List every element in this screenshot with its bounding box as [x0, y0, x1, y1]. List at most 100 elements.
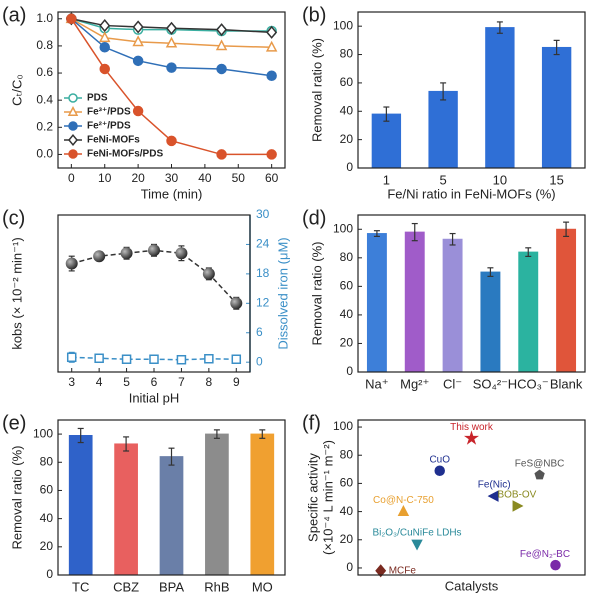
series-line: [71, 18, 272, 34]
marker: [512, 500, 524, 512]
marker: [375, 564, 387, 578]
marker: [265, 40, 278, 52]
y-axis-label: Cₜ/C₀: [9, 74, 24, 106]
marker: [216, 23, 228, 37]
x-tick-label: TC: [72, 579, 89, 594]
y2-tick-label: 6: [256, 325, 263, 339]
bar: [480, 271, 501, 373]
y-tick-label: 0: [346, 364, 353, 378]
x-tick-label: MO: [252, 579, 273, 594]
marker: [215, 39, 228, 51]
y-tick-label: 40: [40, 511, 54, 525]
marker: [99, 18, 111, 33]
x-tick-label: 50: [232, 171, 246, 185]
y-tick-label: 100: [333, 221, 353, 235]
x-tick-label: 15: [549, 172, 563, 187]
x-tick-label: Na⁺: [365, 376, 388, 391]
x-tick-label: 7: [178, 375, 185, 389]
x-tick-label: 9: [233, 375, 240, 389]
y-tick-label: 60: [340, 279, 354, 293]
bar: [485, 27, 515, 169]
y-tick-label: 80: [40, 454, 54, 468]
y-tick-label: 60: [340, 75, 354, 89]
point-label: CuO: [429, 454, 450, 465]
x-tick-label: 3: [68, 375, 75, 389]
bar: [556, 228, 577, 373]
bar: [371, 113, 402, 169]
marker: [397, 505, 410, 516]
marker: [120, 247, 133, 260]
marker: [231, 354, 242, 364]
y-tick-label: 0.6: [36, 65, 53, 79]
x-tick-label: CBZ: [113, 579, 139, 594]
plot-frame: [357, 419, 586, 576]
y-tick-label: 80: [340, 447, 354, 461]
marker: [132, 55, 144, 67]
y-tick-label: 40: [340, 307, 354, 321]
panel-label: (b): [302, 4, 326, 26]
x-axis-label: Time (min): [141, 186, 203, 201]
point-label: BOB-OV: [497, 490, 536, 501]
marker: [230, 297, 243, 310]
x-tick-label: 4: [96, 375, 103, 389]
x-tick-label: 10: [98, 171, 112, 185]
panel-label: (f): [302, 412, 321, 434]
legend-label: FeNi-MOFs: [87, 135, 140, 146]
bar: [250, 433, 275, 576]
panel-label: (a): [2, 4, 26, 26]
y-tick-label: 20: [340, 132, 354, 146]
marker: [68, 149, 78, 159]
y-tick-label: 0.8: [36, 38, 53, 52]
y-tick-label: 100: [33, 426, 53, 440]
bar: [404, 231, 425, 373]
point-label: MCFe: [389, 565, 417, 576]
marker: [68, 93, 78, 103]
marker: [166, 135, 177, 147]
x-tick-label: RhB: [204, 579, 229, 594]
x-tick-label: 0: [68, 171, 75, 185]
bar: [68, 435, 93, 576]
x-tick-label: Blank: [550, 376, 583, 391]
y-tick-label: 0.4: [36, 92, 53, 106]
marker: [166, 62, 177, 73]
panel-label: (e): [2, 412, 26, 434]
y2-tick-label: 0: [256, 354, 263, 368]
legend-label: Fe³⁺/PDS: [87, 107, 131, 118]
x-tick-label: 20: [131, 171, 145, 185]
plot-frame: [57, 419, 286, 576]
x-tick-label: 10: [493, 172, 507, 187]
y-tick-label: 0.2: [36, 119, 53, 133]
bar: [205, 433, 229, 576]
x-tick-label: Cl⁻: [443, 376, 462, 391]
x-tick-label: Mg²⁺: [400, 376, 429, 391]
marker: [65, 257, 78, 270]
y-axis-label: Removal ratio (%): [9, 445, 24, 549]
y2-tick-label: 24: [256, 237, 270, 251]
x-tick-label: SO₄²⁻: [473, 376, 508, 391]
legend-label: FeNi-MOFs/PDS: [87, 149, 163, 160]
point-label: Bi₂O₃/CuNiFe LDHs: [372, 528, 461, 539]
y2-tick-label: 18: [256, 266, 270, 280]
x-tick-label: 60: [265, 171, 279, 185]
x-tick-label: 5: [440, 172, 447, 187]
x-tick-label: 40: [198, 171, 212, 185]
y-axis-label: Removal ratio (%): [309, 241, 324, 345]
marker: [434, 465, 445, 476]
y-axis-label: (×10⁻⁴ L min⁻¹ m⁻²): [320, 440, 335, 555]
marker: [166, 21, 177, 35]
marker: [68, 134, 78, 146]
marker: [266, 149, 277, 160]
y-tick-label: 80: [340, 47, 354, 61]
y-tick-label: 60: [40, 483, 54, 497]
legend-label: PDS: [87, 93, 108, 104]
x-tick-label: 6: [151, 375, 158, 389]
marker: [99, 42, 110, 53]
y-tick-label: 100: [333, 419, 353, 433]
y-tick-label: 100: [333, 18, 353, 32]
y-tick-label: 0: [346, 560, 353, 574]
marker: [463, 430, 480, 445]
marker: [148, 244, 160, 257]
marker: [66, 13, 77, 25]
plot-frame: [57, 11, 286, 169]
y-tick-label: 1.0: [36, 11, 53, 25]
